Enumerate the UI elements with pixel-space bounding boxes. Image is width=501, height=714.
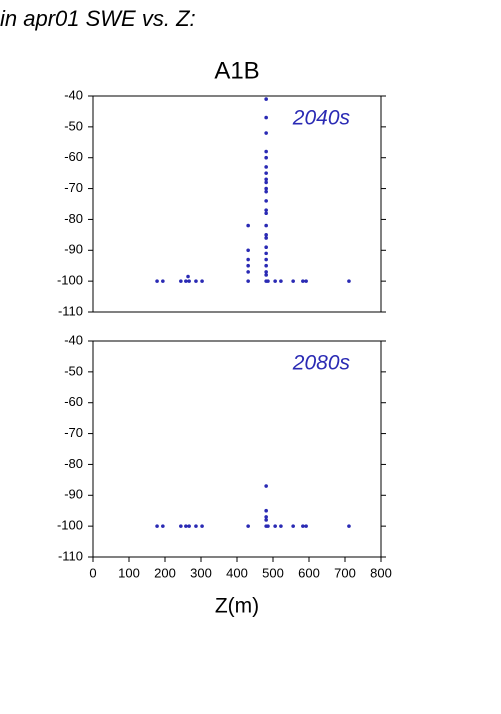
page-header: in apr01 SWE vs. Z: <box>0 6 196 31</box>
point <box>264 273 268 277</box>
x-tick-label: 500 <box>262 565 284 580</box>
point <box>200 524 204 528</box>
point <box>273 279 277 283</box>
point <box>264 189 268 194</box>
point <box>264 263 268 268</box>
y-tick-label: -70 <box>64 180 83 195</box>
x-tick-label: 800 <box>370 565 392 580</box>
point <box>347 524 351 528</box>
chart-title: A1B <box>214 57 259 84</box>
point <box>246 524 250 528</box>
point <box>264 236 268 240</box>
point <box>264 484 268 488</box>
point <box>186 274 190 279</box>
point <box>264 251 268 256</box>
point <box>264 199 268 203</box>
point <box>264 211 268 216</box>
point <box>304 524 308 528</box>
point <box>273 524 277 528</box>
point <box>301 524 305 528</box>
point <box>264 177 268 182</box>
point <box>264 515 268 519</box>
point <box>246 263 250 268</box>
point <box>155 279 159 283</box>
point <box>301 279 305 283</box>
x-tick-label: 400 <box>226 565 248 580</box>
point <box>194 279 198 283</box>
point <box>264 186 268 191</box>
y-tick-label: -60 <box>64 394 83 409</box>
x-tick-label: 300 <box>190 565 212 580</box>
y-tick-label: -70 <box>64 425 83 440</box>
point <box>264 155 268 160</box>
point <box>246 248 250 253</box>
point <box>246 270 250 274</box>
y-tick-label: -100 <box>57 518 83 533</box>
point <box>264 270 268 274</box>
point <box>279 524 283 528</box>
point <box>264 245 268 249</box>
point <box>264 131 268 135</box>
point <box>264 165 268 169</box>
point <box>347 279 351 283</box>
point <box>161 279 165 283</box>
point <box>264 208 268 212</box>
point <box>264 518 268 522</box>
plot-frame <box>92 95 382 313</box>
x-tick-label: 100 <box>118 565 140 580</box>
point <box>246 223 250 228</box>
point <box>246 279 250 283</box>
y-tick-label: -80 <box>64 211 83 226</box>
y-tick-label: -40 <box>64 332 83 347</box>
point <box>264 97 268 101</box>
point <box>184 279 188 283</box>
point <box>279 279 283 283</box>
point <box>264 115 268 120</box>
point <box>264 180 268 185</box>
y-tick-label: -90 <box>64 242 83 257</box>
x-tick-label: 700 <box>334 565 356 580</box>
point <box>200 279 204 283</box>
point <box>161 524 165 528</box>
y-tick-label: -80 <box>64 456 83 471</box>
point <box>291 524 295 528</box>
annotation: 2040s <box>292 107 351 130</box>
x-axis-label: Z(m) <box>215 595 259 618</box>
x-tick-label: 0 <box>89 565 96 580</box>
point <box>266 524 270 528</box>
point <box>246 257 250 262</box>
y-tick-label: -90 <box>64 487 83 502</box>
point <box>187 524 191 528</box>
point <box>264 149 268 154</box>
y-tick-label: -110 <box>58 303 83 318</box>
y-tick-label: -110 <box>58 548 83 563</box>
point <box>194 524 198 528</box>
y-tick-label: -100 <box>57 273 83 288</box>
point <box>179 524 183 528</box>
point <box>264 171 268 175</box>
y-tick-label: -50 <box>64 363 83 378</box>
x-tick-label: 200 <box>154 565 176 580</box>
point <box>264 223 268 228</box>
point <box>187 279 191 283</box>
y-tick-label: -40 <box>64 87 83 102</box>
x-tick-label: 600 <box>298 565 320 580</box>
y-tick-label: -60 <box>64 149 83 164</box>
point <box>291 279 295 283</box>
y-tick-label: -50 <box>64 118 83 133</box>
point <box>184 524 188 528</box>
point <box>264 233 268 237</box>
point <box>264 508 268 513</box>
point <box>264 257 268 262</box>
point <box>266 279 270 283</box>
point <box>304 279 308 283</box>
point <box>155 524 159 528</box>
annotation: 2080s <box>292 352 351 375</box>
point <box>179 279 183 283</box>
